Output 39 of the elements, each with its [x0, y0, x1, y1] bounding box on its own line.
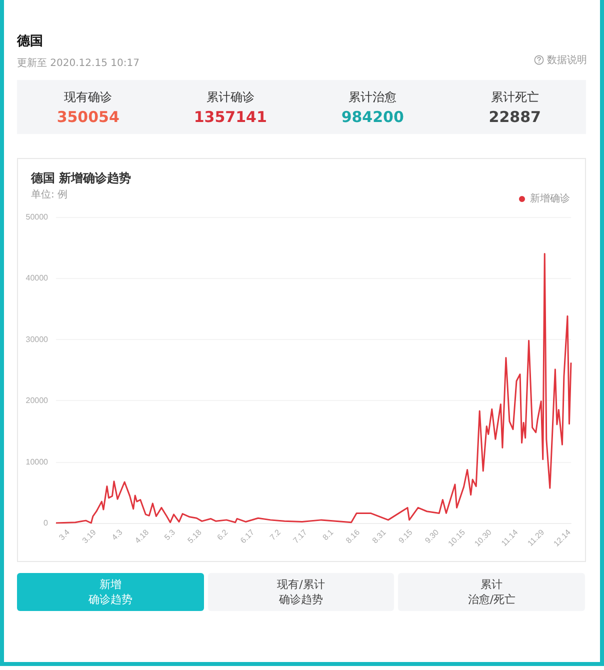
x-tick-label: 4.18	[133, 527, 151, 546]
x-tick-label: 9.30	[423, 527, 441, 546]
y-tick-label: 50000	[26, 212, 49, 222]
y-tick-label: 20000	[26, 396, 49, 406]
x-tick-label: 4.3	[110, 527, 125, 542]
text: 治愈/死亡	[468, 593, 516, 606]
y-tick-label: 40000	[26, 274, 49, 283]
x-tick-label: 7.2	[268, 527, 283, 542]
x-tick-label: 3.4	[57, 527, 72, 542]
y-tick-label: 0	[44, 518, 49, 528]
category-label: 现有确诊	[64, 90, 112, 104]
text: 更新至 2020.12.15 10:17	[17, 58, 140, 69]
y-tick-label: 30000	[26, 334, 49, 344]
text: 确诊趋势	[88, 593, 132, 606]
text: 现有/累计	[277, 578, 325, 591]
x-tick-label: 5.18	[186, 527, 204, 546]
text: 新增	[99, 578, 122, 591]
category-label: 累计确诊	[206, 90, 254, 104]
chart-title: 德国 新增确诊趋势	[30, 171, 132, 185]
data-label: 984200	[340, 108, 405, 126]
text: 累计	[480, 578, 503, 591]
data-label: 1357141	[192, 108, 268, 126]
x-tick-label: 8.1	[320, 527, 336, 542]
category-label: 累计治愈	[348, 90, 397, 104]
x-tick-label: 8.31	[370, 527, 388, 546]
data-label: 350054	[56, 108, 120, 126]
text: 确诊趋势	[279, 593, 323, 606]
x-tick-label: 6.2	[215, 527, 230, 542]
chart-subtitle: 单位: 例	[31, 188, 68, 200]
x-tick-label: 3.19	[80, 527, 98, 546]
x-tick-label: 5.3	[162, 527, 178, 542]
x-tick-label: 8.16	[344, 527, 362, 546]
text: 数据说明	[547, 54, 587, 67]
y-tick-label: 10000	[26, 457, 49, 466]
legend-label: 新增确诊	[530, 192, 570, 204]
line-series	[55, 252, 572, 524]
category-label: 累计死亡	[490, 90, 539, 104]
data-label: 22887	[488, 108, 542, 126]
text: 德国	[17, 33, 44, 50]
